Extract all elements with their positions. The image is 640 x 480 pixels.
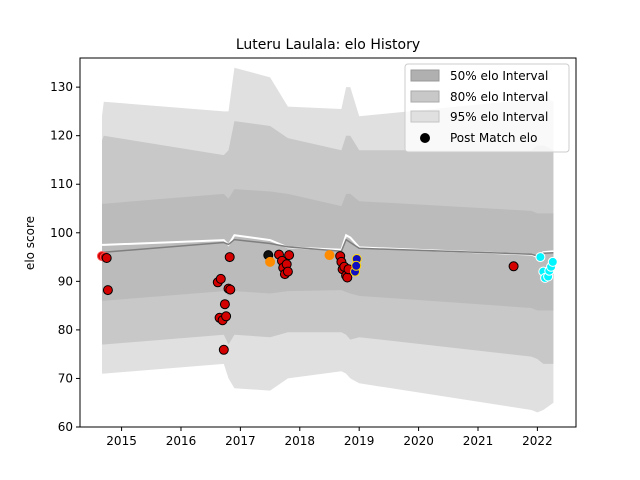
x-tick-label: 2017 xyxy=(225,434,256,448)
post-match-point xyxy=(508,261,519,272)
y-axis-ticks: 60 70 80 90 100 110 120 130 xyxy=(50,80,80,434)
legend-box xyxy=(404,63,570,153)
x-tick-label: 2022 xyxy=(522,434,553,448)
x-tick-label: 2021 xyxy=(463,434,494,448)
chart-title: Luteru Laulala: elo History xyxy=(236,37,420,53)
elo-lines xyxy=(102,233,554,259)
post-match-point xyxy=(218,344,229,355)
post-match-point xyxy=(101,253,112,263)
post-match-points xyxy=(97,249,558,355)
x-tick-label: 2016 xyxy=(166,434,197,448)
post-match-point xyxy=(351,260,362,271)
legend: 50% elo Interval 80% elo Interval 95% el… xyxy=(404,63,570,153)
legend-label-50: 50% elo Interval xyxy=(450,69,548,83)
y-tick-label: 100 xyxy=(50,226,73,240)
x-tick-label: 2019 xyxy=(344,434,375,448)
post-match-point xyxy=(102,285,113,296)
post-match-point xyxy=(284,250,295,261)
post-match-point xyxy=(282,266,293,277)
legend-marker-post-match xyxy=(420,133,430,143)
post-match-point xyxy=(224,252,235,263)
y-tick-label: 60 xyxy=(58,420,73,434)
y-tick-label: 80 xyxy=(58,323,73,337)
legend-swatch-95 xyxy=(410,110,440,123)
plot-frame xyxy=(79,57,577,428)
post-match-point xyxy=(225,284,236,295)
post-match-point xyxy=(219,299,230,310)
post-match-point xyxy=(535,252,546,263)
post-match-point xyxy=(342,272,353,283)
legend-swatch-80 xyxy=(410,90,440,103)
y-tick-label: 70 xyxy=(58,371,73,385)
post-match-point xyxy=(547,256,558,267)
legend-label-95: 95% elo Interval xyxy=(450,110,548,124)
legend-label-80: 80% elo Interval xyxy=(450,90,548,104)
y-axis-label: elo score xyxy=(23,216,37,270)
legend-label-post-match: Post Match elo xyxy=(450,131,537,145)
legend-swatch-50 xyxy=(410,69,440,82)
x-tick-label: 2015 xyxy=(106,434,137,448)
x-axis-ticks: 2015 2016 2017 2018 2019 2020 2021 2022 xyxy=(106,427,553,448)
y-tick-label: 90 xyxy=(58,274,73,288)
post-match-point xyxy=(221,311,232,322)
y-tick-label: 130 xyxy=(50,80,73,94)
mean-elo-line xyxy=(102,238,554,257)
y-tick-label: 110 xyxy=(50,177,73,191)
y-tick-label: 120 xyxy=(50,129,73,143)
post-match-point xyxy=(324,250,335,261)
x-tick-label: 2018 xyxy=(285,434,316,448)
post-match-point xyxy=(215,273,226,284)
post-match-point xyxy=(265,256,276,267)
x-tick-label: 2020 xyxy=(403,434,434,448)
